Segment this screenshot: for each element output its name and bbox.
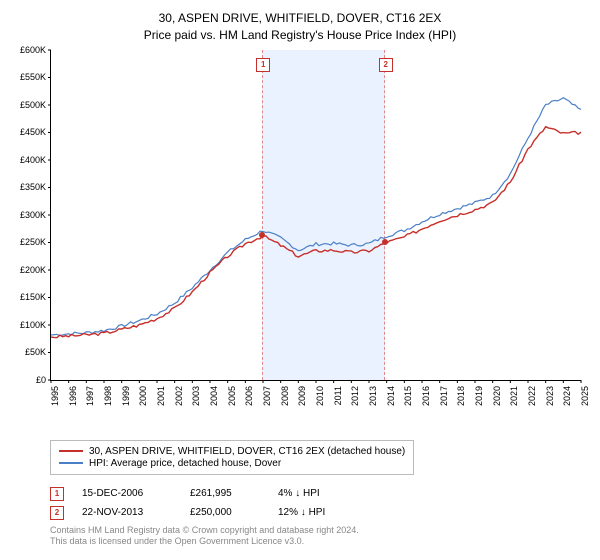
transaction-index: 1 [50,487,64,501]
plot-svg [51,50,581,380]
title-subtitle: Price paid vs. HM Land Registry's House … [10,27,590,44]
x-tick-label: 1997 [85,386,95,406]
legend: 30, ASPEN DRIVE, WHITFIELD, DOVER, CT16 … [50,440,414,475]
attribution-line1: Contains HM Land Registry data © Crown c… [50,525,590,537]
y-tick-label: £500K [20,100,46,110]
x-tick-label: 2012 [350,386,360,406]
legend-swatch [59,450,83,452]
x-tick-label: 2023 [545,386,555,406]
x-tick-label: 2000 [138,386,148,406]
attribution: Contains HM Land Registry data © Crown c… [50,525,590,548]
transaction-marker: 1 [256,58,270,72]
x-tick-label: 1999 [121,386,131,406]
title-address: 30, ASPEN DRIVE, WHITFIELD, DOVER, CT16 … [10,10,590,27]
x-tick-label: 2001 [156,386,166,406]
x-tick-label: 2010 [315,386,325,406]
x-tick-label: 2021 [509,386,519,406]
legend-row: 30, ASPEN DRIVE, WHITFIELD, DOVER, CT16 … [59,446,405,457]
transaction-diff: 12% ↓ HPI [278,507,368,518]
y-tick-label: £100K [20,320,46,330]
x-tick-label: 2018 [456,386,466,406]
x-tick-label: 2009 [297,386,307,406]
legend-row: HPI: Average price, detached house, Dove… [59,458,405,469]
x-tick-label: 1996 [68,386,78,406]
y-tick-label: £50K [25,347,46,357]
transaction-dot [382,239,388,245]
x-tick-label: 2003 [191,386,201,406]
y-tick-label: £200K [20,265,46,275]
x-tick-label: 2006 [244,386,254,406]
y-tick-label: £550K [20,72,46,82]
x-tick-label: 1995 [50,386,60,406]
x-tick-label: 2017 [439,386,449,406]
legend-label: 30, ASPEN DRIVE, WHITFIELD, DOVER, CT16 … [89,446,405,457]
transaction-diff: 4% ↓ HPI [278,488,368,499]
y-tick-label: £250K [20,237,46,247]
attribution-line2: This data is licensed under the Open Gov… [50,536,590,548]
y-tick-label: £150K [20,292,46,302]
y-tick-label: £350K [20,182,46,192]
chart-area: £0 £50K £100K £150K £200K £250K £300K £350K £400… [10,50,590,400]
x-tick-label: 2004 [209,386,219,406]
x-axis-ticks: 1995 1996 1997 1998 1999 2000 2001 2002 2003 2004… [50,382,580,412]
x-tick-label: 2024 [562,386,572,406]
y-tick-label: £400K [20,155,46,165]
x-tick-label: 2011 [333,386,343,405]
transaction-marker: 2 [379,58,393,72]
transaction-dot [259,232,265,238]
x-tick-label: 2016 [421,386,431,406]
y-tick-label: £600K [20,45,46,55]
x-tick-label: 2019 [474,386,484,406]
transaction-date: 22-NOV-2013 [82,507,172,518]
x-tick-label: 2014 [386,386,396,406]
x-tick-label: 2025 [580,386,590,406]
x-tick-label: 2002 [174,386,184,406]
y-tick-label: £450K [20,127,46,137]
transaction-price: £261,995 [190,488,260,499]
plot-area: 12 [50,50,581,381]
transaction-table: 1 15-DEC-2006 £261,995 4% ↓ HPI 2 22-NOV-2013… [50,487,590,520]
x-tick-label: 2007 [262,386,272,406]
x-tick-label: 2020 [492,386,502,406]
transaction-row: 2 22-NOV-2013 £250,000 12% ↓ HPI [50,506,590,520]
transaction-index: 2 [50,506,64,520]
y-tick-label: £0 [36,375,46,385]
transaction-date: 15-DEC-2006 [82,488,172,499]
x-tick-label: 2022 [527,386,537,406]
chart-container: 30, ASPEN DRIVE, WHITFIELD, DOVER, CT16 … [10,10,590,548]
legend-label: HPI: Average price, detached house, Dove… [89,458,281,469]
y-axis-ticks: £0£50K£100K£150K£200K£250K£300K£350K£400… [10,50,48,380]
x-tick-label: 1998 [103,386,113,406]
transaction-price: £250,000 [190,507,260,518]
x-tick-label: 2013 [368,386,378,406]
title-block: 30, ASPEN DRIVE, WHITFIELD, DOVER, CT16 … [10,10,590,44]
legend-swatch [59,462,83,464]
x-tick-label: 2015 [403,386,413,406]
x-tick-label: 2005 [227,386,237,406]
y-tick-label: £300K [20,210,46,220]
transaction-row: 1 15-DEC-2006 £261,995 4% ↓ HPI [50,487,590,501]
x-tick-label: 2008 [280,386,290,406]
